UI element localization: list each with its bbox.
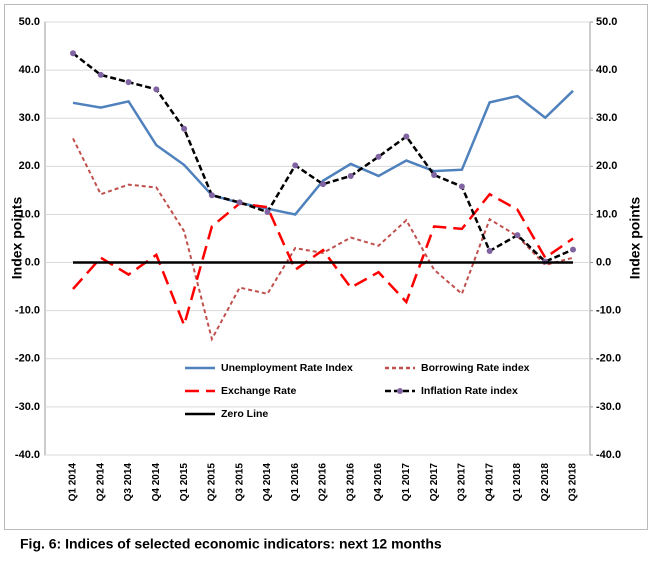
x-tick-label: Q2 2015 [207, 463, 218, 502]
legend-label: Exchange Rate [221, 385, 296, 397]
x-tick-label: Q2 2017 [429, 463, 440, 502]
series-marker [403, 133, 410, 140]
series-marker [320, 181, 326, 188]
legend-marker [397, 388, 403, 394]
y2-tick-label: 20.0 [596, 160, 617, 172]
y-tick-label: -30.0 [15, 401, 40, 413]
series-marker [236, 199, 243, 206]
x-tick-label: Q1 2017 [401, 463, 412, 502]
series-marker [375, 153, 382, 160]
series-marker [264, 209, 271, 216]
caption: Fig. 6: Indices of selected economic ind… [20, 536, 442, 552]
y2-axis-title: Index points [627, 197, 643, 280]
series-line [72, 137, 574, 342]
y2-tick-label: -40.0 [596, 449, 621, 461]
series-marker [458, 183, 465, 190]
y-tick-label: 40.0 [19, 64, 40, 76]
y-tick-label: -20.0 [15, 353, 40, 365]
x-tick-label: Q1 2016 [290, 463, 301, 502]
y-axis-title: Index points [9, 197, 25, 280]
x-tick-label: Q2 2018 [540, 463, 551, 502]
x-tick-label: Q3 2015 [234, 463, 245, 502]
x-tick-label: Q2 2016 [318, 463, 329, 502]
y2-tick-label: 0.0 [596, 256, 611, 268]
series-marker [125, 79, 132, 86]
series-marker [181, 125, 188, 132]
y2-tick-label: -10.0 [596, 305, 621, 317]
x-tick-label: Q4 2017 [484, 463, 495, 502]
series-marker [486, 248, 493, 255]
y-tick-label: -40.0 [15, 449, 40, 461]
x-tick-label: Q3 2017 [457, 463, 468, 502]
legend-label: Inflation Rate index [421, 385, 518, 397]
series-marker [570, 246, 576, 253]
x-tick-label: Q4 2016 [373, 463, 384, 502]
x-tick-label: Q2 2014 [95, 463, 106, 502]
y2-tick-label: 10.0 [596, 208, 617, 220]
x-tick-label: Q4 2014 [262, 463, 273, 502]
y-tick-label: -10.0 [15, 305, 40, 317]
series-marker [347, 172, 354, 179]
y-tick-label: 10.0 [19, 208, 40, 220]
y2-tick-label: 40.0 [596, 64, 617, 76]
legend-label: Borrowing Rate index [421, 362, 530, 374]
x-tick-label: Q4 2014 [151, 463, 162, 502]
series-marker [97, 71, 104, 78]
legend-label: Zero Line [221, 408, 268, 420]
series-line [72, 89, 574, 216]
y-tick-label: 0.0 [25, 256, 40, 268]
series-marker [153, 86, 160, 93]
x-tick-label: Q1 2015 [179, 463, 190, 502]
series-marker [70, 50, 76, 57]
series-marker [292, 162, 299, 169]
series-marker [431, 171, 438, 178]
y-tick-label: 20.0 [19, 160, 40, 172]
series-marker [208, 192, 215, 199]
series-line [72, 52, 574, 264]
x-tick-label: Q1 2014 [68, 463, 79, 502]
chart-border [4, 4, 648, 530]
series-line [72, 192, 574, 330]
y2-tick-label: -20.0 [596, 353, 621, 365]
x-tick-label: Q3 2014 [123, 463, 134, 502]
legend-label: Unemployment Rate Index [221, 362, 353, 374]
y2-tick-label: 30.0 [596, 112, 617, 124]
series-marker [514, 232, 521, 239]
x-tick-label: Q3 2018 [568, 463, 579, 502]
y-tick-label: 50.0 [19, 16, 40, 28]
x-tick-label: Q3 2016 [345, 463, 356, 502]
y-tick-label: 30.0 [19, 112, 40, 124]
y2-tick-label: 50.0 [596, 16, 617, 28]
x-tick-label: Q1 2018 [512, 463, 523, 502]
y2-tick-label: -30.0 [596, 401, 621, 413]
